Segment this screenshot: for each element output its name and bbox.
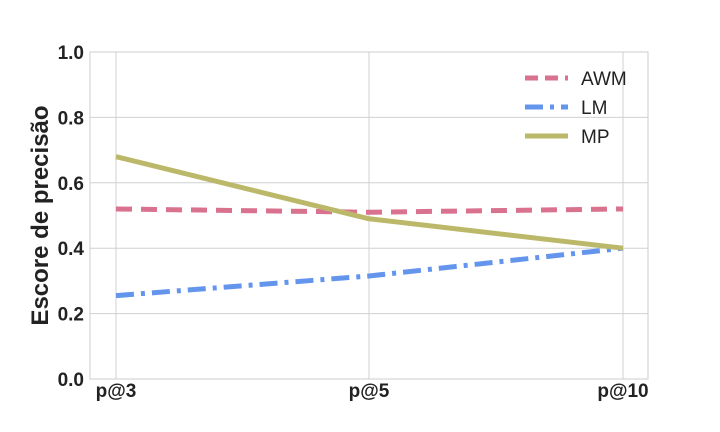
- series-line-awm: [115, 206, 624, 215]
- legend: AWM LM MP: [525, 69, 627, 148]
- x-tick-label: p@3: [96, 381, 137, 402]
- y-tick-label: 0.4: [58, 239, 85, 260]
- x-tick-labels: p@3 p@5 p@10: [96, 381, 649, 402]
- plot-frame: [89, 51, 649, 380]
- y-tick-labels: 0.0 0.2 0.4 0.6 0.8 1.0: [58, 43, 85, 391]
- grid: [90, 51, 648, 380]
- legend-label-mp: MP: [581, 127, 610, 148]
- series-layer: [115, 154, 624, 299]
- y-tick-label: 0.2: [58, 305, 84, 326]
- y-tick-label: 0.0: [58, 370, 84, 391]
- legend-label-awm: AWM: [581, 69, 627, 90]
- x-tick-label: p@5: [349, 381, 390, 402]
- legend-label-lm: LM: [581, 98, 607, 119]
- y-axis-label: Escore de precisão: [27, 105, 54, 325]
- y-tick-label: 1.0: [58, 43, 84, 64]
- x-tick-label: p@10: [597, 381, 648, 402]
- series-line-mp: [115, 154, 624, 251]
- series-line-lm: [115, 245, 624, 299]
- y-tick-label: 0.6: [58, 174, 84, 195]
- y-tick-label: 0.8: [58, 108, 84, 129]
